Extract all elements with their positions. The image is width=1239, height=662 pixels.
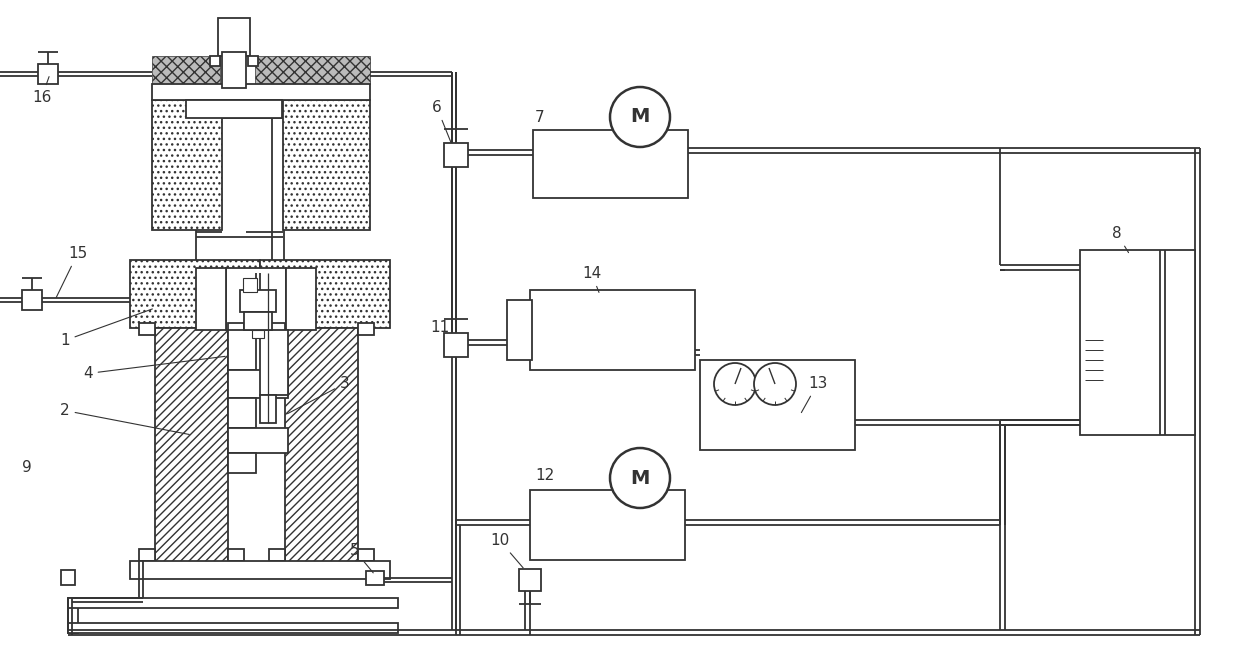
Text: 1: 1 (59, 309, 152, 348)
Bar (260, 395, 276, 423)
Bar (358, 323, 374, 335)
Bar (269, 323, 285, 335)
Bar (152, 56, 221, 84)
Text: 12: 12 (535, 467, 554, 483)
Text: 10: 10 (489, 533, 523, 568)
Text: 13: 13 (802, 376, 828, 412)
Circle shape (610, 87, 670, 147)
Bar (1085, 370, 1189, 430)
Bar (244, 312, 273, 330)
Bar (611, 305, 660, 362)
Circle shape (610, 448, 670, 508)
Text: M: M (631, 469, 649, 487)
Bar (130, 260, 260, 328)
Bar (366, 571, 384, 585)
Bar (240, 290, 276, 312)
Bar (38, 64, 58, 84)
Text: 14: 14 (582, 266, 601, 293)
Text: M: M (631, 107, 649, 126)
Text: 6: 6 (432, 100, 451, 142)
Bar (196, 118, 273, 273)
Bar (225, 268, 286, 330)
Bar (130, 561, 390, 579)
Bar (228, 118, 284, 328)
Bar (152, 100, 222, 230)
Bar (228, 398, 256, 428)
Text: 8: 8 (1111, 226, 1129, 253)
Bar (155, 328, 228, 563)
Bar (282, 100, 370, 230)
Bar (260, 330, 287, 395)
Text: 7: 7 (535, 111, 545, 126)
Text: 16: 16 (32, 77, 51, 105)
Bar (444, 143, 468, 167)
Text: 4: 4 (83, 356, 225, 381)
Text: 11: 11 (430, 320, 450, 336)
Bar (61, 570, 76, 585)
Bar (700, 360, 855, 450)
Bar (533, 130, 688, 198)
Bar (255, 56, 370, 84)
Text: 15: 15 (56, 246, 87, 297)
Bar (222, 52, 247, 88)
Bar (536, 300, 606, 362)
Bar (209, 56, 221, 66)
Bar (519, 569, 541, 591)
Bar (139, 549, 155, 561)
Text: 2: 2 (59, 403, 190, 434)
Text: 9: 9 (22, 459, 32, 475)
Bar (228, 330, 256, 370)
Bar (260, 260, 390, 328)
Bar (228, 428, 287, 453)
Bar (228, 323, 244, 335)
Bar (530, 490, 685, 560)
Bar (1080, 250, 1194, 435)
Bar (218, 18, 250, 56)
Text: 3: 3 (287, 376, 349, 414)
Bar (243, 278, 256, 292)
Bar (139, 323, 155, 335)
Bar (286, 268, 316, 330)
Bar (68, 598, 398, 608)
Bar (507, 300, 532, 360)
Bar (228, 453, 256, 473)
Bar (285, 328, 358, 563)
Bar (228, 549, 244, 561)
Bar (358, 549, 374, 561)
Circle shape (714, 363, 756, 405)
Bar (196, 268, 225, 330)
Bar (248, 56, 258, 66)
Bar (269, 549, 285, 561)
Bar (444, 333, 468, 357)
Bar (228, 370, 287, 398)
Bar (68, 623, 398, 633)
Bar (152, 84, 370, 100)
Bar (252, 330, 264, 338)
Circle shape (755, 363, 795, 405)
Bar (530, 290, 695, 370)
Bar (22, 290, 42, 310)
Text: 5: 5 (349, 543, 373, 573)
Bar (68, 598, 78, 633)
Bar (186, 100, 282, 118)
